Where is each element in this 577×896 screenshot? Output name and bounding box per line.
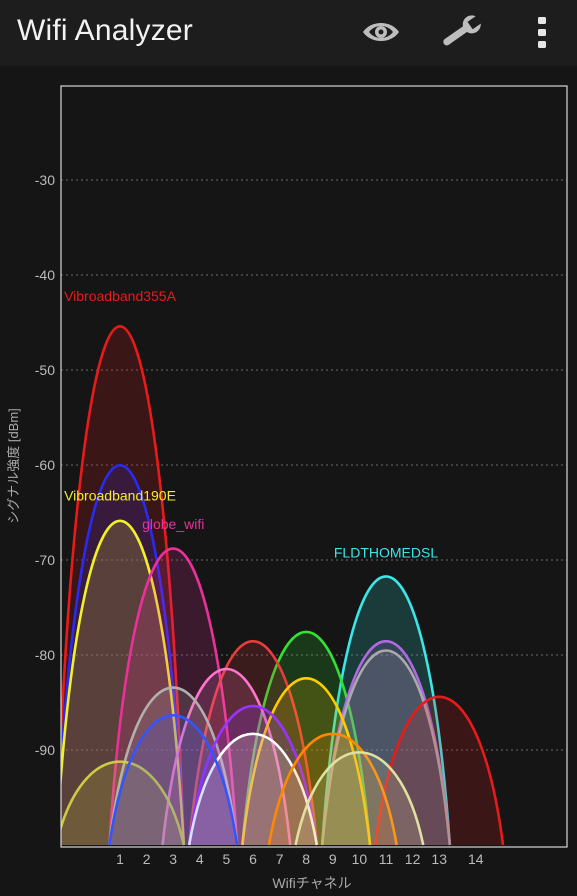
signal-fill (61, 326, 184, 845)
signal-fill (322, 641, 450, 845)
x-tick-label: 3 (169, 851, 177, 867)
x-tick-label: 13 (431, 851, 447, 867)
x-tick-label: 10 (352, 851, 368, 867)
y-tick-label: -40 (35, 267, 55, 283)
x-axis-label: Wifiチャネル (272, 875, 351, 891)
signal-curve (320, 575, 452, 846)
signal-fill (162, 669, 291, 845)
app-bar: Wifi Analyzer (0, 0, 577, 66)
y-tick-label: -90 (35, 742, 55, 758)
x-tick-label: 9 (329, 851, 337, 867)
signal-fill (375, 696, 504, 845)
x-tick-label: 7 (276, 851, 284, 867)
y-axis-label: シグナル強度 [dBm] (6, 408, 21, 524)
signal-curve (267, 732, 398, 846)
signal-curve (108, 547, 239, 846)
signal-curve (187, 732, 319, 846)
wrench-icon[interactable] (434, 10, 486, 54)
channel-graph: -30 -40 -50 -60 -70 -80 -90 1 2 3 4 5 6 7 8 9 10 11 12 13 14… (0, 66, 577, 891)
signal-fill (189, 733, 317, 845)
signal-curve (294, 751, 425, 846)
network-ssid-label: globe_wifi (142, 516, 204, 532)
signal-fill (242, 631, 371, 845)
eye-icon[interactable] (358, 10, 404, 54)
signal-curve (108, 714, 239, 846)
signal-curve (241, 630, 372, 846)
y-tick-label: -30 (35, 172, 55, 188)
signal-curve (241, 677, 372, 846)
network-ssid-label: Vibroadband190E (64, 488, 176, 504)
signal-fill (109, 687, 238, 845)
x-tick-label: 4 (196, 851, 204, 867)
signal-fill (61, 465, 184, 845)
signal-fill (322, 650, 450, 845)
signal-curve (320, 649, 452, 846)
signal-fill (189, 706, 317, 845)
signal-fill (242, 678, 371, 845)
x-tick-label: 14 (468, 851, 484, 867)
plot-frame (60, 85, 568, 848)
more-vertical-icon[interactable] (524, 10, 560, 54)
signal-curve (161, 667, 292, 846)
signal-curve (187, 704, 319, 846)
y-tick-label: -60 (35, 457, 55, 473)
y-tick-label: -80 (35, 647, 55, 663)
network-ssid-label: Vibroadband355A (64, 288, 177, 304)
x-tick-label: 12 (405, 851, 421, 867)
x-tick-label: 1 (116, 851, 124, 867)
app-title: Wifi Analyzer (17, 14, 193, 47)
signal-curve (61, 519, 186, 846)
x-tick-label: 5 (223, 851, 231, 867)
signal-curve (61, 325, 186, 846)
signal-fill (109, 715, 238, 845)
signal-fill (61, 761, 184, 845)
y-tick-label: -50 (35, 362, 55, 378)
signal-curve (61, 463, 186, 846)
x-tick-label: 2 (143, 851, 151, 867)
signal-fill (295, 752, 424, 845)
signal-fill (61, 521, 184, 845)
x-tick-label: 8 (302, 851, 310, 867)
x-tick-label: 6 (249, 851, 257, 867)
y-tick-label: -70 (35, 552, 55, 568)
signal-fill (322, 576, 450, 845)
signal-curve (61, 760, 186, 846)
signal-curve (374, 695, 505, 846)
signal-curve (187, 640, 319, 846)
channel-graph-svg: -30-40-50-60-70-80-901 2 3 4 5 6 7 8 9 10 11 12 13 14… (0, 66, 577, 891)
x-tick-label: 11 (379, 851, 394, 867)
signal-fill (268, 733, 397, 845)
signal-curve (108, 686, 239, 846)
network-ssid-label: FLDTHOMEDSL (334, 545, 438, 561)
